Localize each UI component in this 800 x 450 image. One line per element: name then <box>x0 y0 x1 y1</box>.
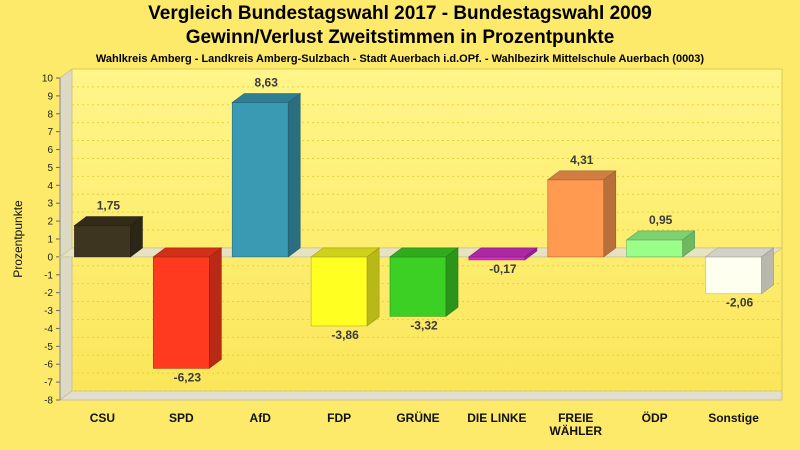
bar <box>468 256 526 261</box>
y-tick-label: -1 <box>44 270 53 281</box>
bar <box>153 256 210 369</box>
chart-caption: Wahlkreis Amberg - Landkreis Amberg-Sulz… <box>95 53 705 65</box>
bar-side <box>287 92 301 258</box>
y-tick-label: -7 <box>44 378 53 389</box>
bar-side <box>130 215 143 258</box>
x-tick-label: DIE LINKE <box>467 411 526 425</box>
bar-side <box>682 230 695 258</box>
x-tick-label: CSU <box>90 411 115 425</box>
x-tick-label: FREIE <box>558 411 593 425</box>
data-label: 4,31 <box>570 153 594 167</box>
y-tick-label: 1 <box>47 235 53 246</box>
data-label: -0,17 <box>489 262 517 276</box>
x-tick-label: WÄHLER <box>549 423 602 438</box>
y-tick-label: -6 <box>44 360 53 371</box>
data-label: 1,75 <box>97 199 121 213</box>
bar <box>310 256 368 327</box>
y-tick-label: -8 <box>44 396 53 407</box>
chart-subtitle: Gewinn/Verlust Zweitstimmen in Prozentpu… <box>185 27 615 48</box>
bar <box>626 239 683 258</box>
bar <box>547 179 605 258</box>
x-tick-label: FDP <box>327 411 351 425</box>
bar-side <box>761 247 774 295</box>
x-tick-label: ÖDP <box>642 410 668 425</box>
y-tick-label: 7 <box>47 127 53 138</box>
y-tick-label: 10 <box>42 74 54 85</box>
y-tick-label: 9 <box>47 91 53 102</box>
y-tick-label: 0 <box>47 252 53 263</box>
plot-floor <box>58 390 783 401</box>
x-tick-label: GRÜNE <box>396 410 439 425</box>
y-tick-label: 5 <box>47 163 53 174</box>
x-tick-label: SPD <box>169 411 194 425</box>
data-label: 0,95 <box>649 213 673 227</box>
bar <box>389 256 447 317</box>
bar <box>74 225 131 258</box>
y-tick-label: 2 <box>47 217 53 228</box>
y-tick-label: -4 <box>44 324 53 335</box>
bar-side <box>445 247 459 317</box>
bar-side <box>603 170 617 258</box>
y-tick-label: -5 <box>44 342 53 353</box>
data-label: -2,06 <box>726 296 754 310</box>
y-tick-label: 3 <box>47 199 53 210</box>
bar-side <box>209 247 222 369</box>
chart-title: Vergleich Bundestagswahl 2017 - Bundesta… <box>148 3 652 24</box>
bar <box>231 102 289 258</box>
y-tick-label: 6 <box>47 145 53 156</box>
y-tick-label: 4 <box>47 181 53 192</box>
data-label: -6,23 <box>174 370 202 384</box>
plot-side-wall <box>59 68 73 401</box>
data-label: 8,63 <box>255 76 279 90</box>
y-tick-label: -2 <box>44 288 53 299</box>
x-tick-label: Sonstige <box>708 411 759 425</box>
data-label: -3,32 <box>410 318 438 332</box>
x-tick-label: AfD <box>250 411 272 425</box>
data-label: -3,86 <box>331 328 359 342</box>
y-tick-label: -3 <box>44 306 53 317</box>
bar-side <box>524 247 538 261</box>
bar <box>705 256 762 295</box>
y-axis-label: Prozentpunkte <box>11 200 25 278</box>
y-tick-label: 8 <box>47 109 53 120</box>
bar-side <box>366 247 380 327</box>
